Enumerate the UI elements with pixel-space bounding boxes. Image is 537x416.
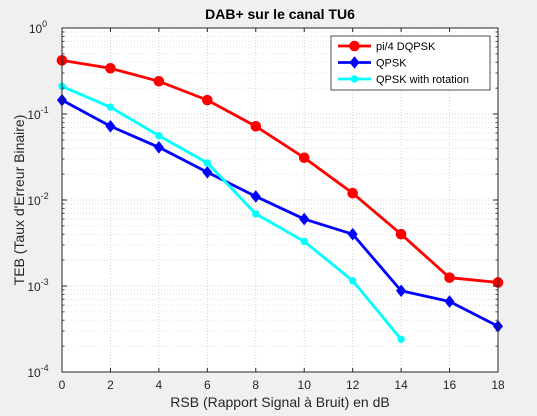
legend-item-3: QPSK with rotation [338, 74, 469, 86]
y-tick-label: 10-1 [27, 105, 48, 122]
data-point [153, 76, 165, 87]
legend-label: QPSK [376, 58, 407, 70]
data-point [396, 284, 407, 298]
x-tick-label: 16 [443, 378, 457, 392]
x-tick-label: 18 [491, 378, 505, 392]
data-point [347, 227, 358, 241]
y-tick-label: 100 [29, 19, 47, 36]
x-tick-label: 4 [156, 378, 163, 392]
legend-marker [350, 75, 359, 83]
data-point [397, 335, 405, 344]
y-tick-label: 10-3 [27, 277, 48, 294]
x-tick-label: 10 [298, 378, 312, 392]
data-point [298, 152, 310, 164]
series-1 [56, 55, 504, 288]
series-2 [56, 93, 504, 333]
series-line [61, 59, 499, 284]
data-point [444, 272, 455, 283]
legend-marker [349, 40, 360, 52]
data-point [202, 94, 213, 106]
data-point [250, 120, 262, 132]
ticks: 0 2 4 6 8 10 12 14 16 18 10-4 10-3 10-2 10-1 100 [27, 19, 505, 392]
data-point [105, 62, 116, 74]
legend-marker [349, 56, 360, 69]
x-tick-label: 2 [107, 378, 114, 392]
legend-item-2: QPSK [338, 56, 407, 70]
data-point [155, 131, 163, 140]
legend-item-1: pi/4 DQPSK [338, 40, 436, 53]
chart-title: DAB+ sur le canal TU6 [205, 6, 355, 22]
data-point [347, 187, 358, 199]
data-point [444, 295, 455, 308]
data-point [153, 141, 164, 154]
legend-label: pi/4 DQPSK [376, 41, 436, 53]
x-tick-label: 6 [204, 378, 211, 392]
legend: pi/4 DQPSK QPSK QPSK with rotation [330, 35, 491, 91]
data-point [105, 119, 116, 133]
data-point [395, 228, 407, 240]
legend-label: QPSK with rotation [376, 74, 469, 86]
x-axis-title: RSB (Rapport Signal à Bruit) en dB [170, 394, 389, 410]
data-point [106, 103, 115, 111]
data-point [203, 159, 212, 167]
x-tick-label: 8 [252, 378, 259, 392]
x-tick-label: 14 [394, 378, 408, 392]
x-tick-label: 12 [346, 378, 360, 392]
y-tick-label: 10-4 [27, 363, 48, 380]
series-line [61, 98, 499, 328]
data-point [252, 210, 260, 218]
y-axis-title: TEB (Taux d'Erreur Binaire) [11, 115, 27, 286]
series-group [56, 55, 504, 344]
x-tick-label: 0 [59, 378, 66, 392]
data-point [202, 165, 213, 179]
data-point [300, 237, 308, 246]
series-line [61, 85, 403, 341]
data-point [250, 190, 261, 203]
data-point [299, 212, 310, 226]
data-point [348, 277, 357, 285]
y-tick-label: 10-2 [27, 191, 48, 208]
